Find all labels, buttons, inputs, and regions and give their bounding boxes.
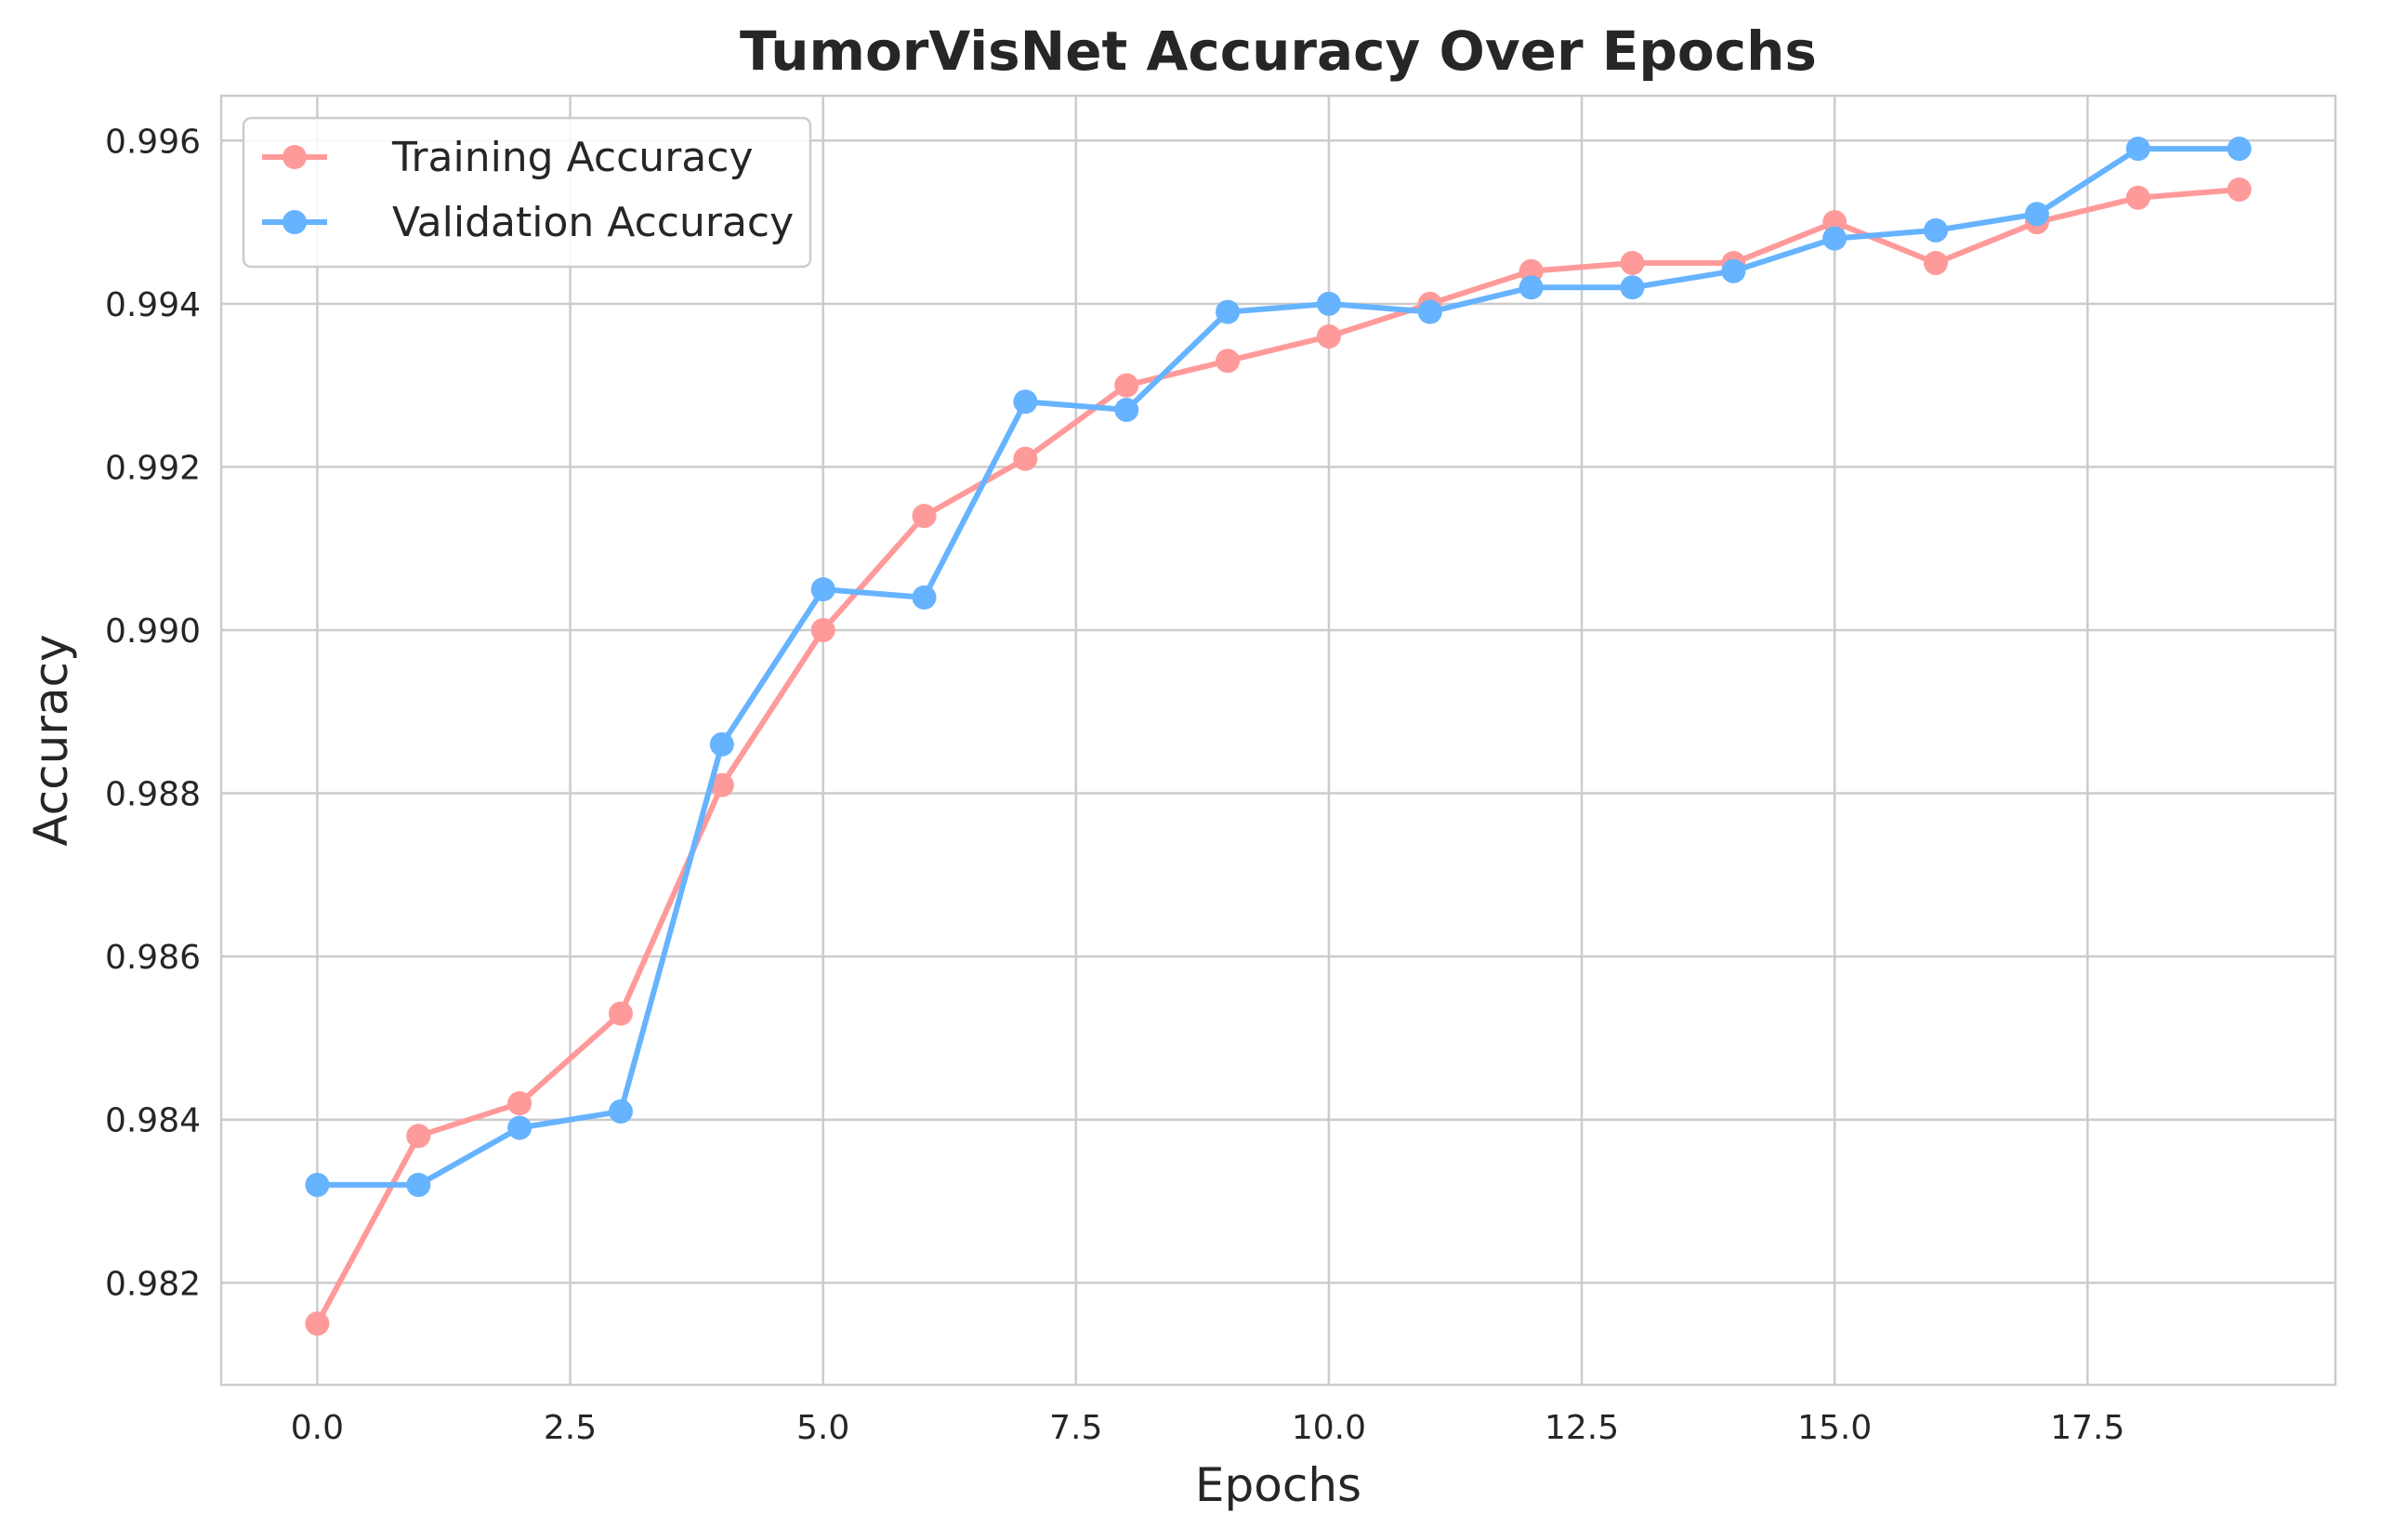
data-point bbox=[1417, 299, 1442, 324]
plot-frame bbox=[219, 94, 2337, 1387]
data-point bbox=[709, 772, 734, 797]
data-point bbox=[2125, 137, 2150, 162]
y-tick-label: 0.992 bbox=[105, 449, 201, 487]
x-tick-label: 10.0 bbox=[1292, 1409, 1366, 1447]
legend-marker bbox=[283, 210, 307, 234]
y-tick-label: 0.996 bbox=[105, 123, 201, 161]
data-point bbox=[1519, 275, 1544, 300]
x-tick-label: 5.0 bbox=[796, 1409, 849, 1447]
x-axis-label: Epochs bbox=[1195, 1458, 1361, 1512]
x-tick-label: 7.5 bbox=[1049, 1409, 1102, 1447]
series-validation bbox=[305, 137, 2252, 1197]
legend-box bbox=[242, 116, 812, 269]
data-point bbox=[709, 731, 734, 757]
data-point bbox=[2227, 177, 2252, 202]
data-point bbox=[305, 1172, 330, 1197]
y-tick-label: 0.994 bbox=[105, 286, 201, 324]
data-point bbox=[1114, 397, 1139, 422]
x-tick-label: 17.5 bbox=[2050, 1409, 2124, 1447]
x-tick-label: 12.5 bbox=[1545, 1409, 1619, 1447]
legend-item: Validation Accuracy bbox=[262, 199, 794, 246]
y-tick-label: 0.990 bbox=[105, 612, 201, 651]
data-point bbox=[507, 1115, 532, 1140]
data-point bbox=[1013, 446, 1038, 471]
x-tick-label: 0.0 bbox=[291, 1409, 344, 1447]
legend-item: Training Accuracy bbox=[262, 134, 753, 181]
y-tick-label: 0.988 bbox=[105, 776, 201, 814]
data-point bbox=[1924, 217, 1949, 243]
data-point bbox=[507, 1091, 532, 1116]
data-point bbox=[2024, 202, 2049, 227]
series-line bbox=[314, 187, 2242, 1327]
data-point bbox=[810, 577, 835, 602]
data-point bbox=[1316, 291, 1341, 316]
series-line bbox=[314, 146, 2242, 1188]
x-axis-ticks: 0.0 2.5 5.0 7.5 10.0 12.5 15.0 17.5 bbox=[291, 1409, 2125, 1447]
y-axis-label: Accuracy bbox=[24, 634, 78, 846]
data-point bbox=[608, 1001, 633, 1026]
legend-label: Validation Accuracy bbox=[392, 199, 794, 246]
data-point bbox=[406, 1124, 431, 1149]
data-series bbox=[305, 137, 2252, 1336]
data-point bbox=[1822, 226, 1847, 251]
series-training bbox=[305, 177, 2252, 1336]
data-point bbox=[810, 617, 835, 642]
grid-lines bbox=[221, 96, 2335, 1385]
y-axis-ticks: 0.982 0.984 0.986 0.988 0.990 0.992 0.994 0.996 bbox=[105, 123, 201, 1303]
data-point bbox=[1216, 349, 1241, 374]
data-point bbox=[1114, 373, 1139, 398]
data-point bbox=[305, 1311, 330, 1336]
legend-label: Training Accuracy bbox=[391, 134, 753, 181]
data-point bbox=[406, 1172, 431, 1197]
data-point bbox=[1620, 250, 1645, 275]
data-point bbox=[2125, 185, 2150, 210]
y-tick-label: 0.986 bbox=[105, 939, 201, 977]
data-point bbox=[1316, 323, 1341, 349]
y-tick-label: 0.984 bbox=[105, 1102, 201, 1140]
data-point bbox=[1216, 299, 1241, 324]
data-point bbox=[1721, 258, 1746, 283]
data-point bbox=[1013, 389, 1038, 415]
y-tick-label: 0.982 bbox=[105, 1265, 201, 1303]
data-point bbox=[2227, 137, 2252, 162]
data-point bbox=[608, 1099, 633, 1124]
data-point bbox=[1924, 250, 1949, 275]
data-point bbox=[1620, 275, 1645, 300]
x-tick-label: 2.5 bbox=[544, 1409, 597, 1447]
chart-title: TumorVisNet Accuracy Over Epochs bbox=[740, 20, 1817, 83]
data-point bbox=[912, 504, 937, 529]
x-tick-label: 15.0 bbox=[1797, 1409, 1872, 1447]
legend: Training Accuracy Validation Accuracy bbox=[242, 116, 812, 269]
legend-marker bbox=[283, 145, 307, 169]
data-point bbox=[912, 585, 937, 610]
